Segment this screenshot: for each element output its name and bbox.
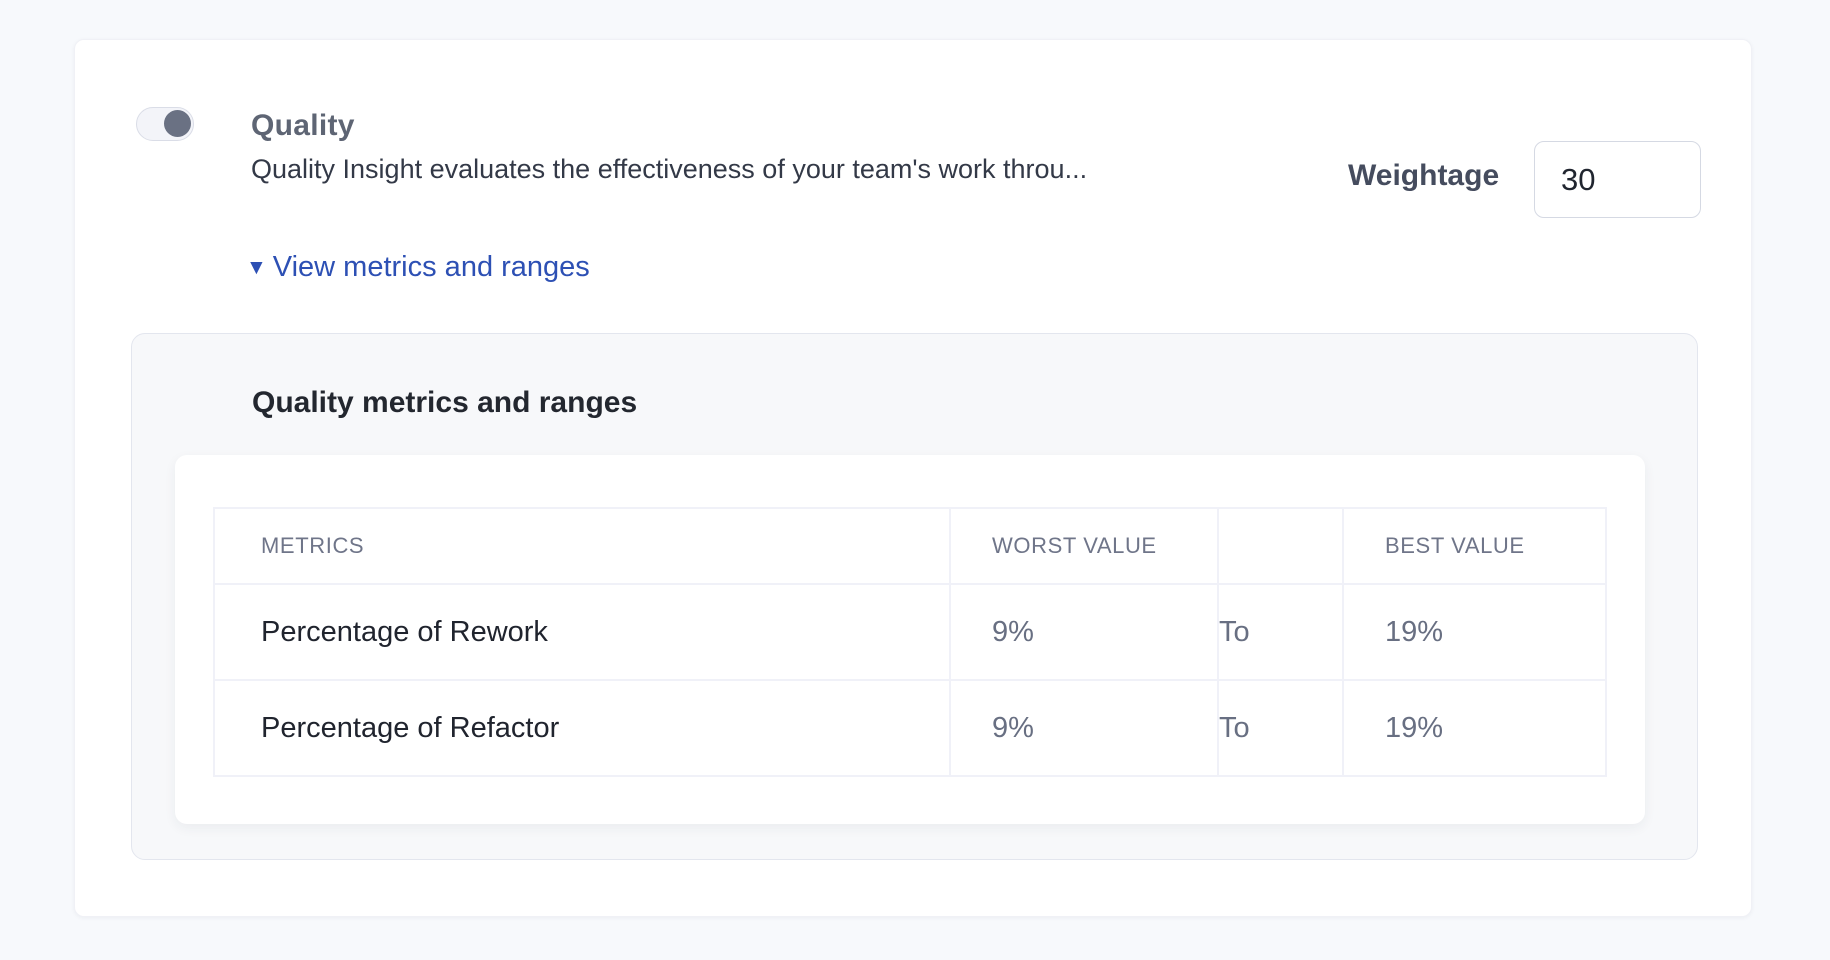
column-header-best-value: BEST VALUE <box>1342 507 1607 585</box>
column-header-worst-value: WORST VALUE <box>949 507 1219 585</box>
metrics-panel: Quality metrics and ranges METRICS WORST… <box>131 333 1698 860</box>
table-row: Percentage of Rework 9% To 19% <box>213 583 1607 681</box>
quality-toggle[interactable] <box>136 107 194 141</box>
section-title: Quality <box>251 109 355 142</box>
to-cell: To <box>1217 583 1344 681</box>
best-value-cell: 19% <box>1342 679 1607 777</box>
weightage-label: Weightage <box>1348 159 1500 192</box>
column-header-spacer <box>1217 507 1344 585</box>
panel-title: Quality metrics and ranges <box>252 386 638 419</box>
view-metrics-link-label: View metrics and ranges <box>272 251 590 283</box>
weightage-input[interactable] <box>1534 141 1701 218</box>
to-cell: To <box>1217 679 1344 777</box>
best-value-cell: 19% <box>1342 583 1607 681</box>
toggle-knob-icon <box>164 110 191 137</box>
worst-value-cell: 9% <box>949 679 1219 777</box>
quality-section-card: Quality Quality Insight evaluates the ef… <box>74 39 1752 917</box>
table-row: Percentage of Refactor 9% To 19% <box>213 679 1607 777</box>
table-header-row: METRICS WORST VALUE BEST VALUE <box>213 507 1607 585</box>
metrics-table-card: METRICS WORST VALUE BEST VALUE Percentag… <box>175 455 1645 824</box>
metric-name-cell: Percentage of Rework <box>213 583 951 681</box>
section-description: Quality Insight evaluates the effectiven… <box>251 154 1088 184</box>
metric-name-cell: Percentage of Refactor <box>213 679 951 777</box>
view-metrics-link[interactable]: ▼ View metrics and ranges <box>246 251 590 284</box>
column-header-metrics: METRICS <box>213 507 951 585</box>
metrics-table: METRICS WORST VALUE BEST VALUE Percentag… <box>213 507 1607 777</box>
triangle-down-icon: ▼ <box>246 256 267 279</box>
worst-value-cell: 9% <box>949 583 1219 681</box>
